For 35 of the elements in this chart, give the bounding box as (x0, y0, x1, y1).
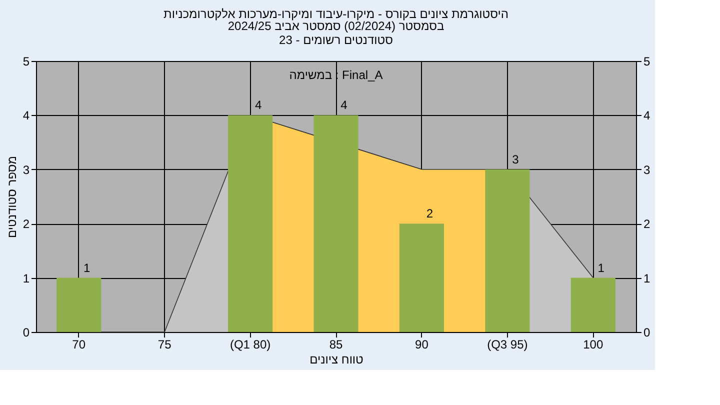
x-tick-label: 85 (329, 338, 343, 352)
x-axis-title: טווח ציונים (310, 352, 364, 366)
data-label: 1 (84, 260, 91, 275)
x-tick-label: 90 (415, 338, 429, 352)
y-tick-label: 4 (22, 108, 30, 123)
x-tick-label: 70 (72, 338, 86, 352)
x-tick-label: 100 (583, 338, 604, 352)
data-label: 4 (340, 98, 348, 112)
data-label: 1 (598, 260, 605, 275)
y2-tick-label: 2 (644, 217, 650, 232)
bar (56, 278, 102, 332)
y2-tick-label: 5 (644, 54, 650, 68)
y-tick-label: 2 (22, 217, 30, 232)
y-tick-label: 5 (22, 54, 30, 68)
bar (485, 169, 530, 332)
y2-tick-label: 1 (644, 271, 650, 286)
y-axis-title: מספר סטודנטים (4, 156, 19, 238)
data-label: 4 (254, 98, 262, 112)
y2-tick-label: 3 (644, 162, 650, 177)
y2-tick-label: 0 (644, 326, 650, 340)
y-tick-label: 3 (22, 162, 30, 177)
data-label: 3 (512, 152, 520, 166)
bar (228, 115, 273, 332)
bar (570, 278, 616, 332)
bar (399, 224, 444, 332)
data-label: 2 (426, 206, 434, 221)
chart-title: היסטוגרמת ציונים בקורס - מיקרו-עיבוד ומיקרו-מערכות אלקטרומכניות (164, 7, 508, 21)
y-tick-label: 0 (22, 326, 30, 340)
x-tick-label: (Q1 80) (230, 338, 271, 352)
y-tick-label: 1 (22, 271, 30, 286)
x-tick-label: (Q3 95) (487, 338, 528, 352)
bar (314, 115, 358, 332)
chart-subtitle: בסמסטר (02/2024) סמסטר אביב 2024/25 סטודנטים רשומים - 23 (228, 19, 444, 47)
y2-tick-label: 4 (644, 108, 650, 123)
x-tick-label: 75 (158, 338, 172, 352)
